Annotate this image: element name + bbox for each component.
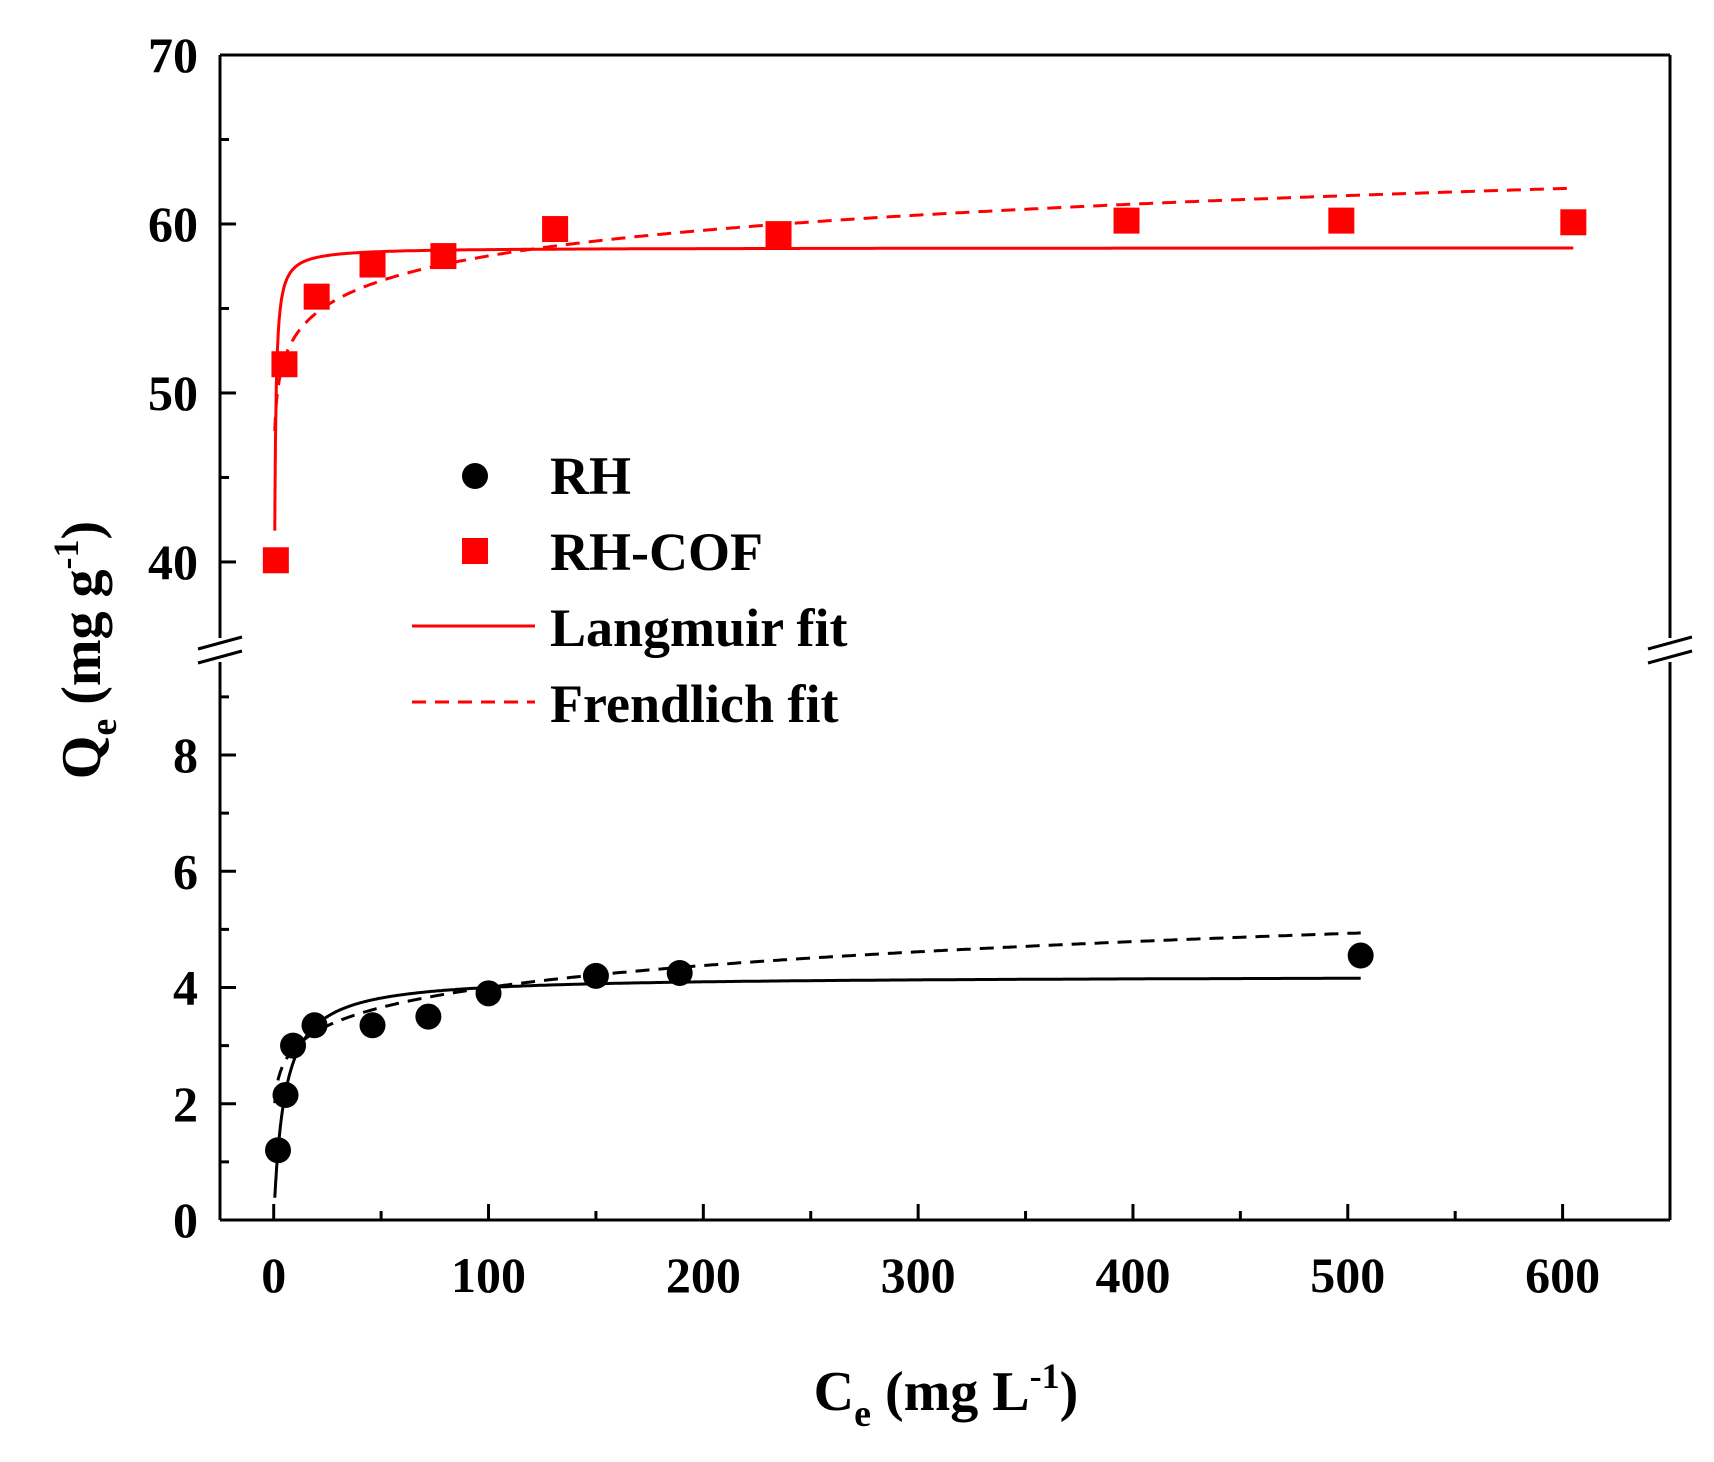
y-tick-label-upper: 60 (148, 196, 198, 252)
rh-cof-data-point (303, 283, 330, 310)
rh-data-point (359, 1012, 386, 1039)
rh-cof-data-point (359, 251, 386, 278)
legend-label-freundlich: Frendlich fit (550, 674, 839, 734)
rh-data-point (415, 1003, 442, 1030)
legend-label-rh: RH (550, 446, 631, 506)
x-tick-label: 100 (451, 1247, 526, 1303)
left-axis-break-mark (197, 649, 243, 665)
x-tick-label: 200 (666, 1247, 741, 1303)
rh-cof-data-point (765, 221, 792, 248)
rh-cof-data-point (1113, 207, 1140, 234)
y-tick-label-upper: 40 (148, 534, 198, 590)
rh-cof-freundlich-fit-curve (273, 186, 1574, 431)
axes: 0 100 200 300 400 500 600 0 2 4 6 8 40 50 60 70 (148, 27, 1693, 1303)
y-tick-label-lower: 4 (173, 960, 198, 1016)
rh-data-point (301, 1012, 328, 1039)
rh-data-point (272, 1082, 299, 1109)
rh-data-point (1347, 942, 1374, 969)
rh-cof-data-point (1560, 209, 1587, 236)
rh-cof-data-point (542, 216, 569, 243)
x-axis-title: Ce (mg L-1) (814, 1356, 1079, 1435)
x-tick-label: 600 (1525, 1247, 1600, 1303)
rh-cof-data-point (1328, 207, 1355, 234)
legend-marker-rh-cof (462, 538, 488, 564)
legend-label-rh-cof: RH-COF (550, 522, 763, 582)
legend-label-langmuir: Langmuir fit (550, 598, 848, 658)
legend-marker-rh (462, 463, 488, 489)
y-tick-label-lower: 8 (173, 727, 198, 783)
rh-cof-data-point (271, 351, 298, 378)
rh-data-point (582, 962, 609, 989)
rh-cof-data-point (430, 243, 457, 270)
right-axis-break-mark (1647, 635, 1693, 651)
x-tick-label: 300 (881, 1247, 956, 1303)
plot-area (262, 186, 1587, 1198)
y-axis-title: Qe (mg g-1) (46, 521, 125, 779)
rh-freundlich-fit-curve (273, 931, 1361, 1104)
rh-data-point (265, 1137, 291, 1164)
rh-cof-langmuir-fit-curve (273, 246, 1574, 531)
legend: RH RH-COF Langmuir fit Frendlich fit (412, 446, 848, 734)
y-tick-label-lower: 6 (173, 843, 198, 899)
y-tick-label-lower: 2 (173, 1076, 198, 1132)
right-axis-break-mark (1647, 649, 1693, 665)
rh-cof-data-point (262, 547, 289, 574)
rh-data-point (475, 980, 502, 1007)
x-tick-label: 500 (1310, 1247, 1385, 1303)
rh-data-point (666, 959, 693, 986)
x-tick-label: 400 (1095, 1247, 1170, 1303)
y-tick-label-lower: 0 (173, 1192, 198, 1248)
rh-data-point (280, 1032, 307, 1059)
left-axis-break-mark (197, 635, 243, 651)
x-tick-label: 0 (261, 1247, 286, 1303)
y-tick-label-upper: 50 (148, 365, 198, 421)
y-tick-label-upper: 70 (148, 27, 198, 83)
